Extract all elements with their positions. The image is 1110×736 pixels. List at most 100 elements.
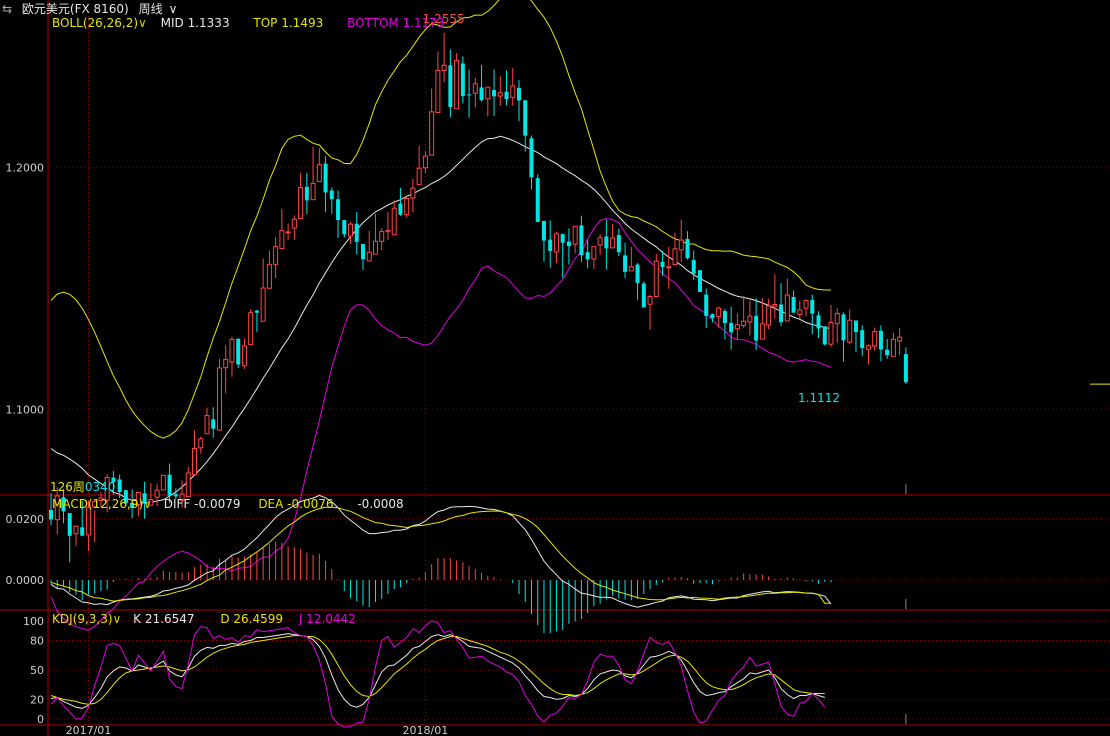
candle <box>148 482 154 506</box>
candle-body <box>572 225 578 245</box>
candle-body <box>80 527 85 536</box>
candle <box>361 243 365 271</box>
arrows-icon[interactable]: ⇆ <box>2 2 13 16</box>
kdj-d-value: D 26.4599 <box>220 612 283 626</box>
candle-body <box>729 322 734 333</box>
candle-body <box>316 164 322 183</box>
candle-body <box>229 339 235 363</box>
candle-body <box>834 312 840 325</box>
candle-body <box>523 100 528 136</box>
candle-body <box>404 197 410 216</box>
candle <box>841 312 846 362</box>
candle <box>123 490 128 506</box>
candle <box>198 436 204 454</box>
candle <box>167 463 172 504</box>
candle <box>716 306 722 328</box>
candle <box>467 69 472 118</box>
candle <box>803 299 809 317</box>
candle-body <box>666 266 672 269</box>
candle-body <box>385 229 391 233</box>
candle-body <box>885 349 890 356</box>
candle <box>73 525 79 547</box>
high-annotation: 1.2555 <box>423 12 465 26</box>
candle-body <box>104 477 110 501</box>
last-annotation: 1.1112 <box>798 391 840 405</box>
candle-body <box>822 326 827 345</box>
candle <box>460 56 465 104</box>
candle-body <box>366 251 372 262</box>
candle <box>49 493 53 526</box>
macd-dea-value: DEA -0.0076 <box>258 497 334 511</box>
candle <box>691 250 696 280</box>
candle <box>784 278 790 322</box>
candle <box>204 407 210 435</box>
candle <box>173 488 178 499</box>
candle <box>672 232 678 266</box>
candle-body <box>460 63 465 97</box>
candle-body <box>291 218 297 229</box>
candle <box>422 151 428 174</box>
candle-body <box>797 309 803 315</box>
candle-body <box>591 246 597 260</box>
bar-counter-label: 126周 <box>50 480 85 494</box>
candle-body <box>504 91 509 100</box>
candle <box>342 220 347 238</box>
candle <box>385 212 391 240</box>
candle-body <box>716 307 722 318</box>
title-bar: ⇆ 欧元美元(FX 8160) 周线 ∨ <box>2 0 189 16</box>
candle <box>741 296 747 328</box>
candle <box>216 358 222 431</box>
candle-body <box>410 187 416 199</box>
candle-body <box>354 223 359 242</box>
macd-indicator-selector[interactable]: MACD(12,26,9)∨ <box>52 497 152 511</box>
candle-body <box>342 220 347 235</box>
boll-mid-value: MID 1.1333 <box>160 16 230 30</box>
candle-body <box>566 241 571 247</box>
candle <box>529 135 534 190</box>
candle-body <box>49 509 53 520</box>
candle <box>697 270 702 293</box>
boll-header: BOLL(26,26,2)∨ MID 1.1333 TOP 1.1493 BOT… <box>52 16 445 30</box>
kdj-tick-label: 0 <box>37 713 44 726</box>
macd-tick-label: 0.0000 <box>6 574 45 587</box>
candle-body <box>704 294 709 316</box>
candle-body <box>216 367 222 431</box>
candle <box>130 489 135 519</box>
boll-indicator-selector[interactable]: BOLL(26,26,2)∨ <box>52 16 147 30</box>
boll-top-value: TOP 1.1493 <box>253 16 324 30</box>
candle <box>860 325 865 357</box>
candle <box>92 500 98 543</box>
candle-body <box>529 138 534 178</box>
candle-body <box>747 315 753 323</box>
candle-body <box>223 358 229 369</box>
candle <box>704 288 709 328</box>
candle-body <box>310 182 316 201</box>
period-selector[interactable]: 周线 ∨ <box>139 2 184 16</box>
candle-body <box>741 320 747 327</box>
candle <box>179 480 185 508</box>
candle-body <box>173 494 178 497</box>
candle <box>241 338 247 370</box>
candle <box>329 187 334 214</box>
candle <box>348 221 354 244</box>
candle-body <box>304 186 309 201</box>
candle <box>354 212 359 255</box>
candle <box>492 69 497 116</box>
candle-body <box>847 319 853 343</box>
candle <box>54 487 60 535</box>
candle <box>472 77 478 108</box>
kdj-layer <box>50 620 826 728</box>
candle-body <box>379 231 385 242</box>
candle <box>678 219 684 262</box>
candle-body <box>853 320 858 333</box>
candle-body <box>828 321 834 345</box>
kdj-indicator-selector[interactable]: KDJ(9,3,3)∨ <box>52 612 121 626</box>
candle <box>772 274 778 319</box>
candle-body <box>479 87 484 101</box>
candle-body <box>623 255 628 272</box>
candle-body <box>422 155 428 169</box>
kdj-header: KDJ(9,3,3)∨ K 21.6547 D 26.4599 J 12.044… <box>52 612 356 626</box>
kdj-name: KDJ(9,3,3) <box>52 612 113 626</box>
